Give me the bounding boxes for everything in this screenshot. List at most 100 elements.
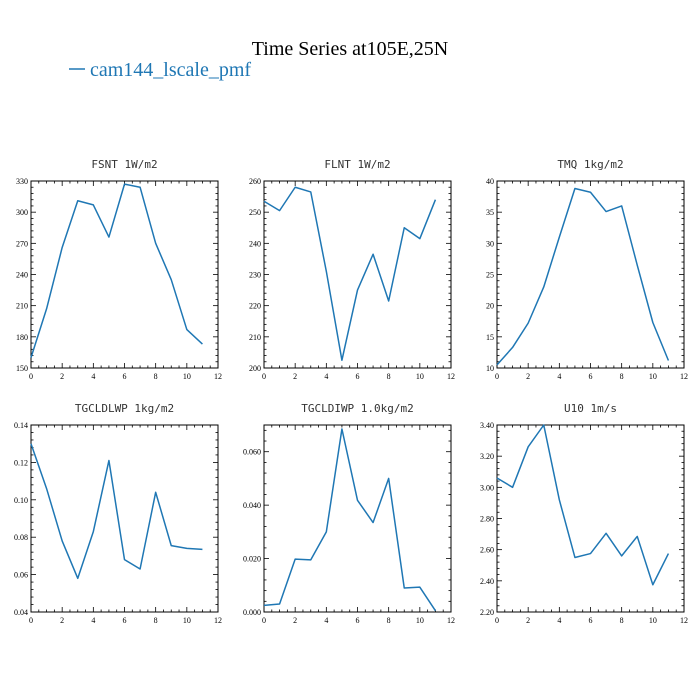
x-tick-label: 10	[416, 616, 424, 625]
series-line	[263, 428, 437, 612]
x-tick-label: 4	[324, 616, 328, 625]
y-tick-label: 20	[486, 302, 494, 311]
panel-title: U10 1m/s	[564, 402, 617, 415]
x-tick-label: 8	[387, 372, 391, 381]
panel-1: FSNT 1W/m2 0 2 4 6 8 10 12 150 180 210 240 270 300 330	[16, 158, 222, 381]
x-tick-label: 10	[649, 372, 657, 381]
x-tick-label: 0	[29, 616, 33, 625]
x-tick-label: 4	[557, 372, 561, 381]
y-tick-label: 250	[249, 208, 261, 217]
y-tick-label: 150	[16, 364, 28, 373]
y-tick-label: 210	[249, 333, 261, 342]
y-tick-label: 2.20	[480, 608, 494, 617]
panel-title: TGCLDLWP 1kg/m2	[75, 402, 174, 415]
panel-3: TMQ 1kg/m2 0 2 4 6 8 10 12 10 15 20 25 30 35 40	[486, 158, 688, 381]
y-tick-label: 180	[16, 333, 28, 342]
x-tick-label: 12	[447, 616, 455, 625]
panel-title: TMQ 1kg/m2	[557, 158, 623, 171]
x-tick-label: 0	[262, 372, 266, 381]
x-tick-label: 10	[183, 372, 191, 381]
x-tick-label: 8	[154, 616, 158, 625]
x-tick-label: 8	[387, 616, 391, 625]
x-tick-label: 2	[60, 616, 64, 625]
y-tick-label: 200	[249, 364, 261, 373]
y-tick-label: 0.04	[14, 608, 28, 617]
panel-4: TGCLDLWP 1kg/m2 0 2 4 6 8 10 12 0.04 0.06 0.08 0.10…	[14, 402, 222, 625]
panels: FSNT 1W/m20 2 4 6 8 10 12150180210240270300330…	[14, 158, 688, 625]
series-line	[30, 443, 203, 580]
x-tick-label: 12	[680, 616, 688, 625]
x-tick-label: 2	[526, 616, 530, 625]
panel-title: FLNT 1W/m2	[324, 158, 390, 171]
x-tick-label: 12	[214, 616, 222, 625]
y-tick-label: 0.14	[14, 421, 28, 430]
y-tick-label: 2.40	[480, 577, 494, 586]
y-tick-label: 240	[16, 271, 28, 280]
x-tick-label: 10	[649, 616, 657, 625]
x-tick-label: 12	[214, 372, 222, 381]
y-tick-label: 30	[486, 239, 494, 248]
y-tick-label: 15	[486, 333, 494, 342]
y-tick-label: 2.60	[480, 546, 494, 555]
y-tick-label: 40	[486, 177, 494, 186]
x-tick-label: 8	[620, 616, 624, 625]
x-tick-label: 6	[589, 372, 593, 381]
series-line	[263, 186, 437, 361]
y-tick-label: 0.000	[243, 608, 261, 617]
x-tick-label: 8	[154, 372, 158, 381]
x-tick-label: 4	[91, 616, 95, 625]
y-tick-label: 0.040	[243, 501, 261, 510]
y-tick-label: 330	[16, 177, 28, 186]
y-tick-label: 0.020	[243, 555, 261, 564]
x-tick-label: 4	[557, 616, 561, 625]
x-tick-label: 2	[526, 372, 530, 381]
x-tick-label: 6	[589, 616, 593, 625]
x-tick-label: 0	[495, 372, 499, 381]
y-tick-label: 0.12	[14, 458, 28, 467]
y-tick-label: 3.40	[480, 421, 494, 430]
figure-title: Time Series at105E,25N	[252, 38, 448, 60]
x-tick-label: 6	[123, 616, 127, 625]
y-tick-label: 10	[486, 364, 494, 373]
y-tick-label: 35	[486, 208, 494, 217]
x-tick-label: 6	[356, 616, 360, 625]
x-tick-label: 0	[262, 616, 266, 625]
x-tick-label: 2	[293, 616, 297, 625]
series-line	[30, 183, 203, 358]
x-tick-label: 4	[91, 372, 95, 381]
panel-title: FSNT 1W/m2	[91, 158, 157, 171]
y-tick-label: 2.80	[480, 515, 494, 524]
y-tick-label: 300	[16, 208, 28, 217]
series-line	[496, 187, 670, 366]
y-tick-label: 3.00	[480, 483, 494, 492]
y-tick-label: 0.060	[243, 448, 261, 457]
x-tick-label: 2	[60, 372, 64, 381]
x-tick-label: 12	[447, 372, 455, 381]
x-tick-label: 12	[680, 372, 688, 381]
x-tick-label: 6	[123, 372, 127, 381]
x-tick-label: 2	[293, 372, 297, 381]
x-tick-label: 4	[324, 372, 328, 381]
y-tick-label: 210	[16, 302, 28, 311]
x-tick-label: 10	[183, 616, 191, 625]
panel-2: FLNT 1W/m2 0 2 4 6 8 10 12 200 210 220 230 240 250 260	[249, 158, 455, 381]
y-tick-label: 230	[249, 271, 261, 280]
series-line	[496, 424, 670, 586]
x-tick-label: 0	[495, 616, 499, 625]
panel-6: U10 1m/s 0 2 4 6 8 10 12 2.20 2.40 2.60 2.80 3.00 3.2…	[480, 402, 688, 625]
y-tick-label: 0.08	[14, 533, 28, 542]
legend-label: cam144_lscale_pmf	[90, 59, 251, 81]
y-tick-label: 220	[249, 302, 261, 311]
panel-5: TGCLDIWP 1.0kg/m2 0 2 4 6 8 10 12 0.000 0.020 0.04…	[243, 402, 455, 625]
y-tick-label: 3.20	[480, 452, 494, 461]
x-tick-label: 0	[29, 372, 33, 381]
y-tick-label: 270	[16, 239, 28, 248]
panel-title: TGCLDIWP 1.0kg/m2	[301, 402, 414, 415]
x-tick-label: 10	[416, 372, 424, 381]
y-tick-label: 240	[249, 239, 261, 248]
x-tick-label: 6	[356, 372, 360, 381]
y-tick-label: 25	[486, 271, 494, 280]
legend: cam144_lscale_pmf	[69, 59, 251, 81]
